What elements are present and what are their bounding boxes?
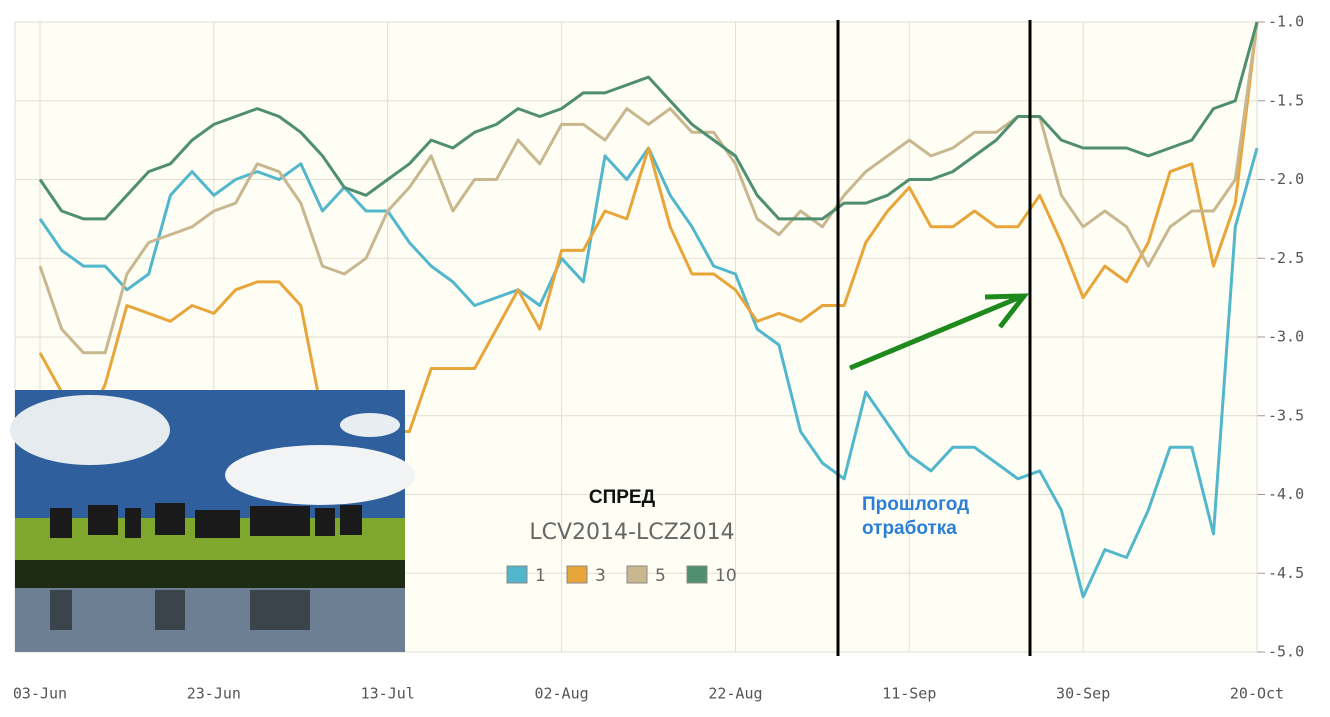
- y-tick-label: -4.0: [1268, 485, 1304, 503]
- x-tick-label: 02-Aug: [534, 685, 588, 703]
- legend-swatch: [506, 565, 528, 584]
- arrow: [849, 295, 1019, 371]
- legend: 1 3 5 10: [506, 565, 737, 586]
- annotation: Прошлогод: [862, 494, 969, 515]
- legend-title: СПРЕД: [589, 487, 656, 508]
- legend-label: 1: [535, 566, 546, 586]
- legend-label: 10: [715, 566, 737, 586]
- photo-cloud: [225, 445, 415, 505]
- legend-swatch: [626, 565, 648, 584]
- annotation: отработка: [862, 518, 957, 539]
- y-tick-label: -1.5: [1268, 91, 1304, 109]
- y-tick-label: -4.5: [1268, 564, 1304, 582]
- series-line: [38, 21, 1259, 221]
- photo-cloud: [340, 413, 400, 437]
- x-tick-label: 30-Sep: [1056, 685, 1110, 703]
- y-tick-label: -3.5: [1268, 406, 1304, 424]
- arrow-head: [984, 293, 1030, 329]
- photo-water: [15, 588, 405, 652]
- legend-label: 5: [655, 566, 666, 586]
- photo: [10, 390, 415, 652]
- series-line: [38, 21, 1259, 355]
- y-tick-label: -3.0: [1268, 328, 1304, 346]
- legend-swatch: [566, 565, 588, 584]
- y-tick-label: -1.0: [1268, 13, 1304, 31]
- photo-bank: [15, 560, 405, 588]
- x-tick-label: 03-Jun: [13, 685, 67, 703]
- y-tick-label: -5.0: [1268, 643, 1304, 661]
- y-tick-label: -2.5: [1268, 249, 1304, 267]
- x-tick-label: 13-Jul: [361, 685, 415, 703]
- x-tick-label: 20-Oct: [1230, 685, 1284, 703]
- x-tick-label: 22-Aug: [708, 685, 762, 703]
- series-line: [38, 21, 1259, 465]
- x-tick-label: 23-Jun: [187, 685, 241, 703]
- photo-cloud: [10, 395, 170, 465]
- legend-subtitle: LCV2014-LCZ2014: [529, 520, 734, 545]
- photo-cows: [50, 503, 362, 630]
- legend-label: 3: [595, 566, 606, 586]
- legend-swatch: [686, 565, 708, 584]
- x-tick-label: 11-Sep: [882, 685, 936, 703]
- plot: -5.0 -4.5 -4.0 -3.5 -3.0 -2.5 -2.0 -1.5 -1.0 03-J…: [13, 13, 1304, 703]
- y-tick-label: -2.0: [1268, 170, 1304, 188]
